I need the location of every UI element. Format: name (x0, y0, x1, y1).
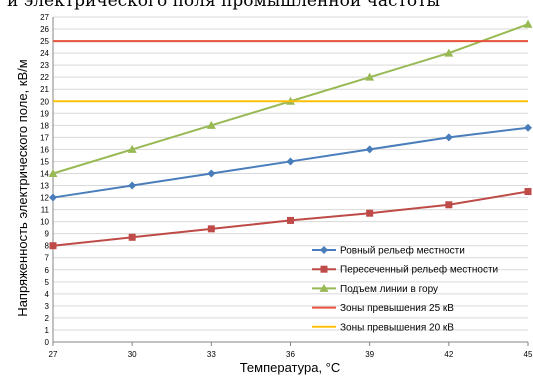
data-point-1-5 (445, 201, 453, 209)
series-2 (48, 19, 533, 177)
data-point-0-3 (286, 157, 295, 166)
y-tick-label-7: 7 (45, 254, 50, 263)
series-1 (49, 188, 532, 250)
gridlines (53, 16, 528, 331)
data-point-0-4 (365, 145, 374, 154)
y-tick-label-2: 2 (45, 314, 50, 323)
data-point-0-0 (49, 193, 57, 202)
legend-label-0: Ровный рельеф местности (340, 245, 465, 257)
legend-label-3: Зоны превышения 25 кВ (340, 303, 454, 314)
y-tick-label-1: 1 (45, 326, 50, 335)
legend-label-2: Подъем линии в гору (340, 284, 438, 295)
y-tick-label-22: 22 (40, 73, 49, 82)
x-tick-label-39: 39 (365, 350, 374, 359)
y-tick-label-15: 15 (40, 157, 49, 166)
series-group (48, 19, 533, 250)
y-tick-label-0: 0 (45, 338, 50, 347)
caption-text: и электрического поля промышленной часто… (7, 0, 441, 11)
y-tick-label-11: 11 (41, 206, 50, 215)
y-axis-title: Напряженность электрического поле, кВ/м (15, 59, 30, 316)
data-point-1-3 (287, 216, 294, 224)
data-point-2-2 (206, 120, 216, 129)
y-tick-label-12: 12 (40, 194, 49, 203)
y-tick-label-3: 3 (45, 302, 50, 311)
y-tick-label-4: 4 (45, 290, 50, 299)
legend-label-1: Пересеченный рельеф местности (340, 264, 498, 276)
data-point-0-6 (524, 123, 532, 132)
y-tick-label-20: 20 (40, 97, 49, 106)
y-tick-label-19: 19 (40, 109, 49, 118)
data-point-1-2 (207, 225, 215, 233)
y-tick-label-21: 21 (40, 85, 49, 94)
data-point-0-2 (207, 169, 216, 178)
x-tick-label-45: 45 (524, 350, 533, 359)
data-point-2-5 (444, 48, 454, 57)
y-tick-label-8: 8 (45, 242, 50, 251)
legend-marker-2 (319, 283, 329, 292)
x-tick-label-27: 27 (49, 350, 58, 359)
x-axis-title: Температура, °С (240, 360, 341, 375)
y-tick-label-18: 18 (40, 121, 49, 130)
legend-marker-1 (320, 265, 328, 273)
y-tick-label-25: 25 (40, 37, 49, 46)
x-tick-labels: 27 30 33 36 39 42 45 (49, 350, 533, 359)
y-tick-label-9: 9 (45, 230, 50, 239)
legend: Ровный рельеф местности Пересеченный рель… (312, 245, 498, 333)
x-tick-label-33: 33 (207, 350, 216, 359)
y-tick-label-6: 6 (45, 266, 50, 275)
y-tick-label-27: 27 (40, 13, 49, 22)
data-point-2-6 (523, 19, 533, 28)
data-point-1-4 (366, 209, 374, 217)
y-tick-label-16: 16 (40, 145, 49, 154)
page-caption: и электрического поля промышленной часто… (0, 0, 533, 11)
x-tick-label-30: 30 (128, 350, 137, 359)
data-point-1-6 (524, 188, 532, 196)
data-point-1-1 (128, 233, 136, 241)
y-tick-label-17: 17 (40, 133, 49, 142)
data-point-0-5 (444, 133, 453, 142)
y-tick-label-23: 23 (40, 61, 49, 70)
data-point-2-1 (127, 144, 137, 153)
data-point-1-0 (49, 242, 57, 250)
y-tick-label-13: 13 (40, 182, 49, 191)
data-point-0-1 (128, 181, 137, 190)
y-tick-label-24: 24 (40, 49, 49, 58)
x-tick-label-42: 42 (444, 350, 453, 359)
data-point-2-4 (365, 72, 375, 81)
x-tick-label-36: 36 (286, 350, 295, 359)
y-tick-label-10: 10 (40, 218, 49, 227)
series-0 (49, 123, 532, 202)
y-tick-label-5: 5 (45, 278, 50, 287)
data-point-2-0 (48, 168, 58, 177)
legend-label-4: Зоны превышения 20 кВ (340, 322, 454, 333)
legend-marker-0 (320, 246, 328, 254)
y-tick-label-14: 14 (40, 169, 49, 178)
axes (52, 17, 529, 346)
y-tick-labels: 0123456789101112131415161718192021222324… (40, 13, 49, 347)
y-tick-label-26: 26 (40, 25, 49, 34)
